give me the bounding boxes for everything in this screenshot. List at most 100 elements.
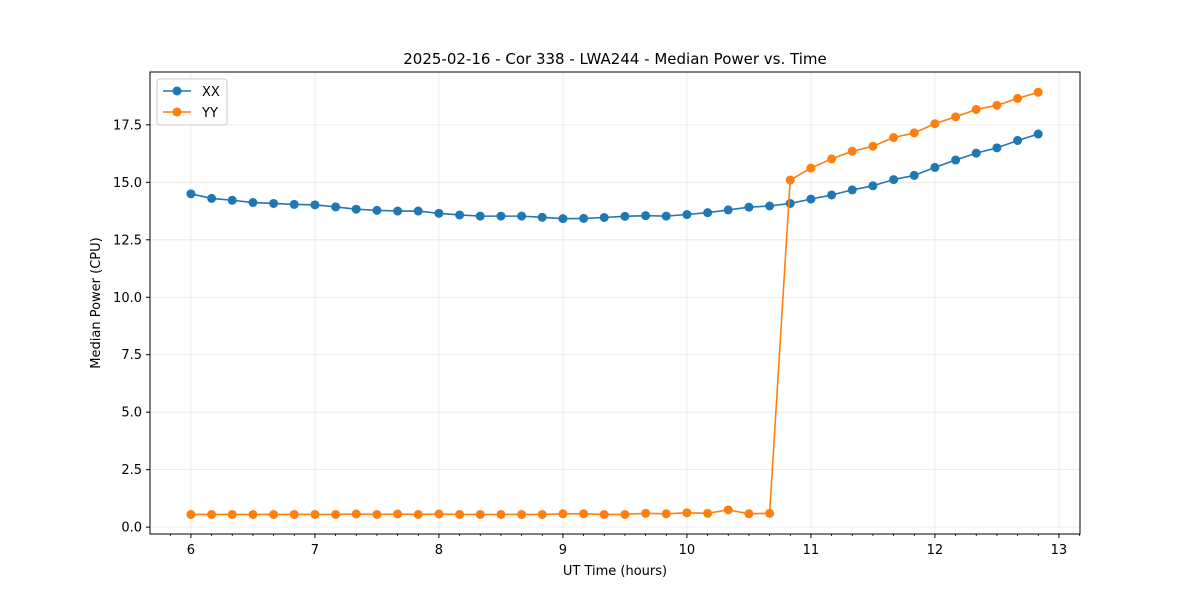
- y-tick-label: 5.0: [121, 406, 142, 421]
- series-xx-point: [661, 211, 671, 221]
- series-yy-point: [558, 509, 568, 519]
- x-axis: 6 7 8 9 10 11 12 13: [169, 534, 1080, 558]
- legend-yy-marker: [172, 107, 182, 117]
- series-xx-point: [723, 205, 733, 215]
- y-tick-label: 15.0: [113, 176, 142, 191]
- series-xx-point: [868, 181, 878, 191]
- series-xx-point: [579, 213, 589, 223]
- series-yy-point: [599, 509, 609, 519]
- series-xx-point: [1033, 129, 1043, 139]
- series-xx-point: [207, 193, 217, 203]
- series-yy-point: [207, 509, 217, 519]
- series-xx-point: [269, 198, 279, 208]
- series-yy-point: [331, 509, 341, 519]
- y-tick-label: 17.5: [113, 118, 142, 133]
- series-xx-point: [703, 208, 713, 218]
- plot-area: [150, 72, 1080, 534]
- series-yy-point: [455, 509, 465, 519]
- x-tick-label: 7: [311, 543, 319, 558]
- y-axis: 0.0 2.5 5.0 7.5 10.0 12.5 15.0 17.5: [113, 118, 150, 536]
- series-xx-point: [537, 212, 547, 222]
- y-tick-label: 0.0: [121, 521, 142, 536]
- series-yy-point: [806, 163, 816, 173]
- y-tick-label: 10.0: [113, 291, 142, 306]
- series-xx-point: [475, 211, 485, 221]
- series-yy-point: [475, 509, 485, 519]
- series-yy-point: [847, 146, 857, 156]
- series-yy-point: [620, 509, 630, 519]
- series-xx-point: [744, 202, 754, 212]
- legend-xx-marker: [172, 86, 182, 96]
- series-yy-point: [641, 508, 651, 518]
- series-yy-point: [537, 509, 547, 519]
- series-xx-point: [393, 206, 403, 216]
- series-xx-point: [248, 198, 258, 208]
- series-yy-point: [930, 119, 940, 129]
- series-yy-point: [1033, 87, 1043, 97]
- y-tick-label: 7.5: [121, 348, 142, 363]
- series-xx-point: [847, 185, 857, 195]
- x-tick-label: 12: [927, 543, 944, 558]
- series-xx-point: [930, 162, 940, 172]
- legend: XX YY: [156, 78, 228, 126]
- series-yy-point: [310, 509, 320, 519]
- chart-title: 2025-02-16 - Cor 338 - LWA244 - Median P…: [403, 50, 827, 68]
- x-tick-label: 9: [559, 543, 567, 558]
- series-xx-point: [558, 214, 568, 224]
- series-yy-point: [372, 509, 382, 519]
- series-xx-point: [1013, 135, 1023, 145]
- series-yy-point: [889, 133, 899, 143]
- series-yy-point: [496, 509, 506, 519]
- x-tick-label: 10: [679, 543, 696, 558]
- series-xx-point: [351, 204, 361, 214]
- series-xx-point: [496, 211, 506, 221]
- series-xx-point: [434, 208, 444, 218]
- series-xx-point: [971, 148, 981, 158]
- series-yy-point: [744, 509, 754, 519]
- series-yy-point: [909, 128, 919, 138]
- series-xx-point: [331, 202, 341, 212]
- legend-yy-label: YY: [201, 106, 218, 121]
- y-tick-label: 2.5: [121, 463, 142, 478]
- series-yy-point: [723, 505, 733, 515]
- series-yy-point: [765, 508, 775, 518]
- y-tick-label: 12.5: [113, 233, 142, 248]
- series-yy-point: [951, 112, 961, 122]
- series-xx-point: [785, 198, 795, 208]
- series-yy-point: [289, 509, 299, 519]
- series-xx-point: [806, 194, 816, 204]
- x-tick-label: 11: [803, 543, 820, 558]
- series-yy-point: [703, 508, 713, 518]
- y-axis-label: Median Power (CPU): [89, 237, 104, 368]
- series-yy-point: [971, 104, 981, 114]
- series-yy-point: [434, 509, 444, 519]
- series-xx-point: [227, 195, 237, 205]
- series-yy-point: [227, 509, 237, 519]
- series-xx-point: [620, 211, 630, 221]
- series-yy-point: [785, 175, 795, 185]
- series-xx-point: [827, 190, 837, 200]
- series-yy-point: [827, 154, 837, 164]
- series-yy-point: [682, 508, 692, 518]
- series-xx-point: [310, 200, 320, 210]
- series-yy-point: [868, 141, 878, 151]
- series-xx-point: [765, 201, 775, 211]
- series-xx-point: [372, 205, 382, 215]
- series-yy-point: [393, 509, 403, 519]
- series-yy-point: [992, 100, 1002, 110]
- series-xx-point: [682, 210, 692, 220]
- x-tick-label: 8: [435, 543, 443, 558]
- series-xx-point: [889, 175, 899, 185]
- series-xx-point: [599, 212, 609, 222]
- legend-xx-label: XX: [202, 85, 220, 100]
- x-axis-label: UT Time (hours): [563, 564, 667, 579]
- series-xx-point: [289, 199, 299, 209]
- series-xx-point: [517, 211, 527, 221]
- grid: [150, 72, 1080, 534]
- series-yy-point: [269, 509, 279, 519]
- series-xx-point: [186, 189, 196, 199]
- series-yy-point: [1013, 93, 1023, 103]
- x-tick-label: 13: [1051, 543, 1068, 558]
- series-xx-point: [413, 206, 423, 216]
